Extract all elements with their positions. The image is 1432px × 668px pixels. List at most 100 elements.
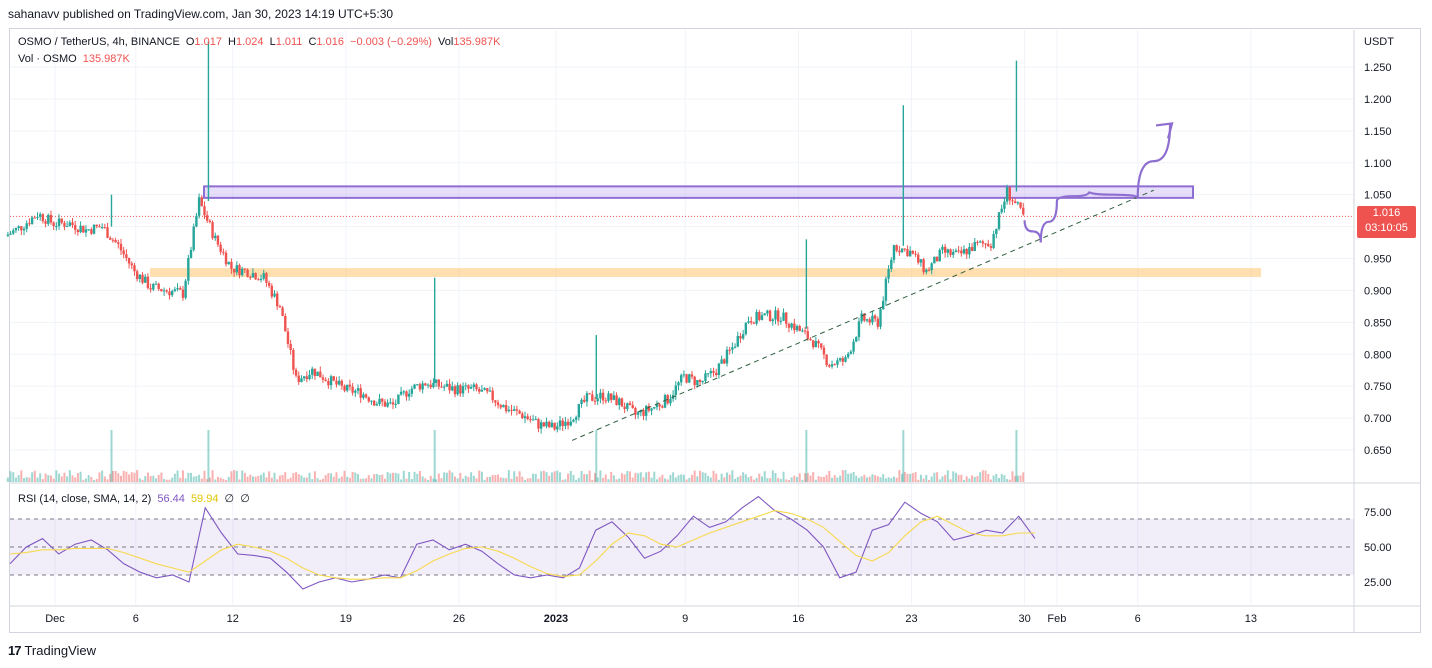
candle-body (149, 288, 152, 290)
candle-body (205, 215, 209, 221)
candle-body (779, 320, 783, 322)
volume-bar (190, 472, 193, 482)
candle-body (860, 313, 863, 322)
candle-body (135, 271, 139, 280)
candle-body (254, 273, 257, 280)
candle-body (381, 398, 384, 402)
candle-body (814, 341, 818, 348)
volume-bar (927, 479, 930, 482)
rsi-extra-1: ∅ (224, 493, 235, 505)
volume-bar (612, 475, 615, 482)
volume-bar (884, 478, 887, 482)
volume-bar (171, 477, 174, 482)
volume-bar (17, 475, 20, 482)
candle-body (798, 326, 801, 331)
candle-body (372, 400, 376, 406)
volume-bar (957, 474, 960, 482)
candle-body (117, 242, 120, 244)
volume-bar (782, 471, 785, 482)
candle-body (844, 357, 847, 362)
candle-body (949, 249, 952, 255)
candle-body (938, 249, 941, 262)
volume-bar (998, 477, 1001, 482)
candle-body (383, 401, 387, 407)
candle-body (513, 409, 516, 411)
annotation-layer (10, 185, 1354, 278)
volume-bar (262, 472, 265, 482)
candle-body (259, 278, 263, 280)
volume-bar (470, 472, 473, 482)
candle-body (693, 376, 696, 386)
rsi-tick-label: 25.00 (1364, 577, 1392, 589)
candle-body (114, 240, 117, 243)
volume-bar (903, 471, 906, 482)
volume-bar (381, 474, 384, 482)
candle-body (564, 421, 567, 426)
volume-label[interactable]: Vol · OSMO (18, 53, 77, 65)
candle-body (100, 227, 104, 229)
volume-bar (575, 479, 578, 482)
volume-bar (235, 470, 238, 482)
candle-body (642, 410, 645, 416)
candle-body (968, 247, 971, 255)
volume-bar (507, 470, 510, 482)
candle-body (141, 274, 144, 283)
volume-bar (626, 471, 629, 482)
candle-body (917, 254, 920, 263)
candle-body (763, 313, 766, 316)
candle-body (12, 230, 15, 234)
candle-body (319, 371, 322, 378)
candle-body (884, 278, 888, 301)
volume-bar (502, 477, 505, 482)
candle-body (340, 380, 344, 386)
volume-bar (49, 475, 52, 482)
volume-bar (402, 470, 405, 482)
candle-body (548, 421, 551, 428)
tradingview-logo-icon[interactable]: 17 (8, 643, 22, 658)
volume-bar (669, 474, 672, 482)
candle-body (488, 390, 492, 392)
volume-bar (828, 470, 831, 482)
candle-body (305, 376, 309, 380)
volume-bar (225, 479, 228, 482)
candle-body (17, 226, 20, 228)
volume-bar (709, 477, 712, 482)
candle-body (416, 384, 419, 386)
candle-body (593, 400, 597, 402)
volume-bar (979, 472, 982, 482)
volume-bar (585, 474, 588, 482)
time-tick-label: Feb (1047, 613, 1066, 625)
price-tick-label: 0.800 (1364, 349, 1392, 361)
volume-bar (717, 479, 720, 482)
volume-bar (521, 476, 524, 482)
volume-bar (184, 478, 187, 482)
time-tick-label: 9 (682, 613, 688, 625)
volume-bar (849, 473, 852, 482)
price-tick-label: 1.150 (1364, 126, 1392, 138)
candle-body (424, 383, 427, 386)
bar-countdown: 03:10:05 (1365, 222, 1408, 234)
brand-name[interactable]: TradingView (24, 643, 97, 658)
volume-bar (241, 470, 244, 482)
rsi-label[interactable]: RSI (14, close, SMA, 14, 2) (18, 493, 152, 505)
volume-bar (604, 474, 607, 482)
candle-body (766, 310, 769, 314)
volume-bar (133, 472, 136, 482)
symbol-label[interactable]: OSMO / TetherUS, 4h, BINANCE (18, 36, 180, 48)
volume-bar (1016, 475, 1019, 482)
candle-body (367, 397, 370, 402)
volume-bar (820, 476, 823, 482)
volume-bar (901, 473, 904, 482)
volume-bar (383, 478, 386, 482)
price-tick-label: 1.250 (1364, 62, 1392, 74)
chart-frame[interactable] (9, 28, 1421, 633)
volume-bar (763, 471, 766, 482)
candle-body (790, 323, 793, 328)
rsi-line (9, 495, 1036, 590)
volume-bar (208, 477, 211, 482)
candle-body (464, 385, 467, 387)
volume-bar (230, 471, 233, 482)
volume-bar (987, 473, 990, 482)
volume-bar (933, 472, 936, 482)
